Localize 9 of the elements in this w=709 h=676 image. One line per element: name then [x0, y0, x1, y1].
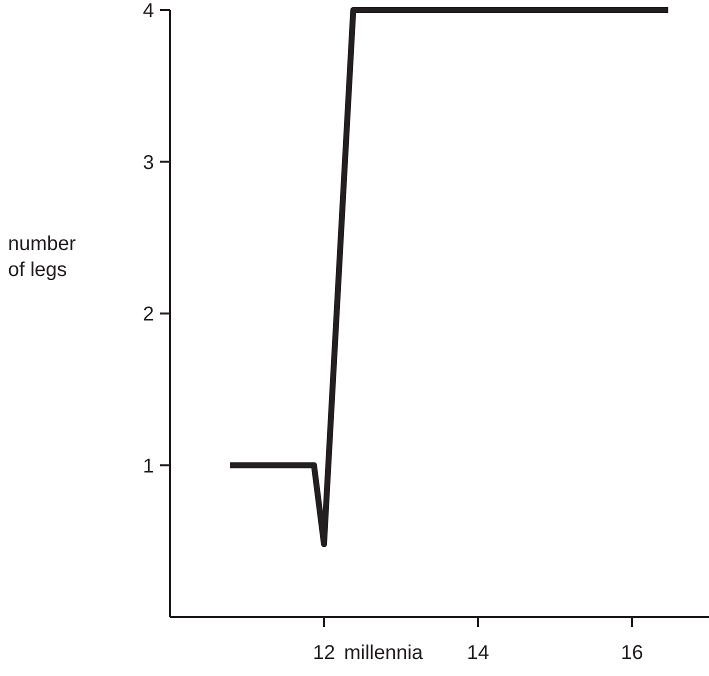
- x-tick-label: 14: [466, 642, 490, 664]
- x-axis-title: millennia: [344, 642, 424, 664]
- y-tick-label: 3: [142, 152, 154, 174]
- y-tick-label: 2: [142, 304, 154, 326]
- y-tick-label: 1: [142, 455, 154, 478]
- x-tick-label: 16: [620, 642, 644, 664]
- y-tick-label: 4: [142, 0, 154, 22]
- y-axis-title: number of legs: [8, 233, 76, 281]
- x-tick-label: 12: [312, 642, 336, 664]
